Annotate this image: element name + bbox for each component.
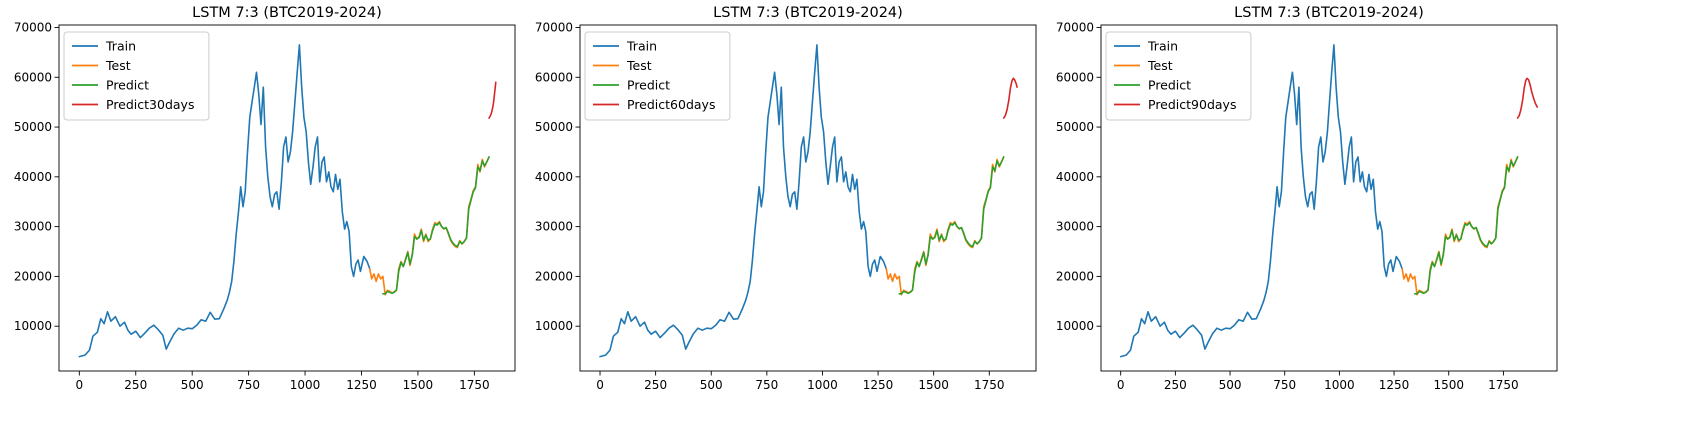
chart-title: LSTM 7:3 (BTC2019-2024)	[1234, 5, 1424, 21]
x-tick-label: 500	[1219, 378, 1242, 392]
series-line-train	[599, 44, 888, 358]
x-tick-label: 250	[1164, 378, 1187, 392]
x-tick-label: 1250	[863, 378, 894, 392]
y-tick-label: 40000	[14, 170, 52, 184]
y-tick-label: 40000	[1056, 170, 1094, 184]
x-tick-label: 1500	[918, 378, 949, 392]
y-tick-label: 20000	[14, 269, 52, 283]
series-line-test	[369, 156, 490, 296]
y-tick-label: 30000	[1056, 220, 1094, 234]
x-tick-label: 1750	[1488, 378, 1519, 392]
series-lines	[78, 44, 497, 358]
legend-label: Predict60days	[627, 97, 715, 112]
plot-frame	[1100, 24, 1558, 372]
legend: Train Test Predict Predict30days	[63, 31, 210, 121]
legend-label: Test	[626, 58, 652, 73]
x-tick-label: 1250	[1379, 378, 1410, 392]
chart-panel-2: LSTM 7:3 (BTC2019-2024) 0 250 500 750 1000 125…	[535, 5, 1037, 392]
y-tick-label: 30000	[14, 220, 52, 234]
x-tick-label: 1000	[1324, 378, 1355, 392]
legend-label: Train	[1147, 39, 1178, 54]
series-line-predict	[1414, 156, 1519, 295]
series-line-train	[1119, 44, 1403, 358]
y-tick-label: 20000	[535, 269, 573, 283]
legend-label: Train	[105, 39, 136, 54]
x-tick-label: 0	[75, 378, 83, 392]
x-tick-label: 250	[124, 378, 147, 392]
legend-label: Predict	[1148, 78, 1191, 93]
series-line-test	[885, 156, 1005, 296]
x-tick-label: 500	[700, 378, 723, 392]
series-lines	[599, 44, 1018, 358]
chart-panel-3: LSTM 7:3 (BTC2019-2024) 0 250 500 750 1000 125…	[1056, 5, 1558, 392]
y-tick-label: 50000	[14, 120, 52, 134]
series-line-predict60days	[1002, 77, 1018, 119]
plot-frame	[579, 24, 1037, 372]
legend-box	[584, 31, 731, 121]
y-tick-label: 50000	[535, 120, 573, 134]
y-tick-label: 70000	[14, 20, 52, 34]
x-tick-label: 1000	[290, 378, 321, 392]
series-line-test	[1401, 156, 1519, 296]
x-tick-label: 1250	[346, 378, 377, 392]
y-tick-label: 60000	[535, 70, 573, 84]
x-tick-label: 750	[237, 378, 260, 392]
series-line-predict	[382, 156, 490, 295]
x-tick-label: 1750	[459, 378, 490, 392]
x-tick-label: 1000	[807, 378, 838, 392]
y-tick-label: 50000	[1056, 120, 1094, 134]
y-tick-label: 20000	[1056, 269, 1094, 283]
x-tick-label: 250	[644, 378, 667, 392]
legend-label: Predict	[106, 78, 149, 93]
legend-box	[63, 31, 210, 121]
legend: Train Test Predict Predict60days	[584, 31, 731, 121]
legend: Train Test Predict Predict90days	[1105, 31, 1252, 121]
chart-panel-1: LSTM 7:3 (BTC2019-2024) 0 250 500 750 1000 125…	[14, 5, 516, 392]
series-line-predict30days	[488, 81, 497, 119]
y-tick-label: 30000	[535, 220, 573, 234]
plot-frame	[58, 24, 516, 372]
legend-label: Test	[105, 58, 131, 73]
y-tick-label: 60000	[14, 70, 52, 84]
y-tick-label: 10000	[535, 319, 573, 333]
series-line-train	[78, 44, 371, 358]
x-tick-label: 0	[1117, 378, 1125, 392]
x-tick-label: 1750	[974, 378, 1005, 392]
y-tick-label: 40000	[535, 170, 573, 184]
legend-label: Test	[1147, 58, 1173, 73]
legend-label: Predict90days	[1148, 97, 1236, 112]
x-tick-label: 0	[596, 378, 604, 392]
y-tick-label: 10000	[1056, 319, 1094, 333]
y-tick-label: 10000	[14, 319, 52, 333]
chart-title: LSTM 7:3 (BTC2019-2024)	[713, 5, 903, 21]
x-tick-label: 1500	[403, 378, 434, 392]
x-tick-label: 750	[755, 378, 778, 392]
y-tick-label: 70000	[1056, 20, 1094, 34]
legend-label: Predict	[627, 78, 670, 93]
y-tick-label: 60000	[1056, 70, 1094, 84]
series-lines	[1119, 44, 1539, 358]
legend-label: Predict30days	[106, 97, 194, 112]
chart-title: LSTM 7:3 (BTC2019-2024)	[192, 5, 382, 21]
x-tick-label: 500	[181, 378, 204, 392]
legend-box	[1105, 31, 1252, 121]
y-tick-label: 70000	[535, 20, 573, 34]
x-tick-label: 1500	[1433, 378, 1464, 392]
x-tick-label: 750	[1273, 378, 1296, 392]
series-line-predict	[898, 156, 1005, 295]
series-line-predict90days	[1516, 77, 1539, 119]
legend-label: Train	[626, 39, 657, 54]
